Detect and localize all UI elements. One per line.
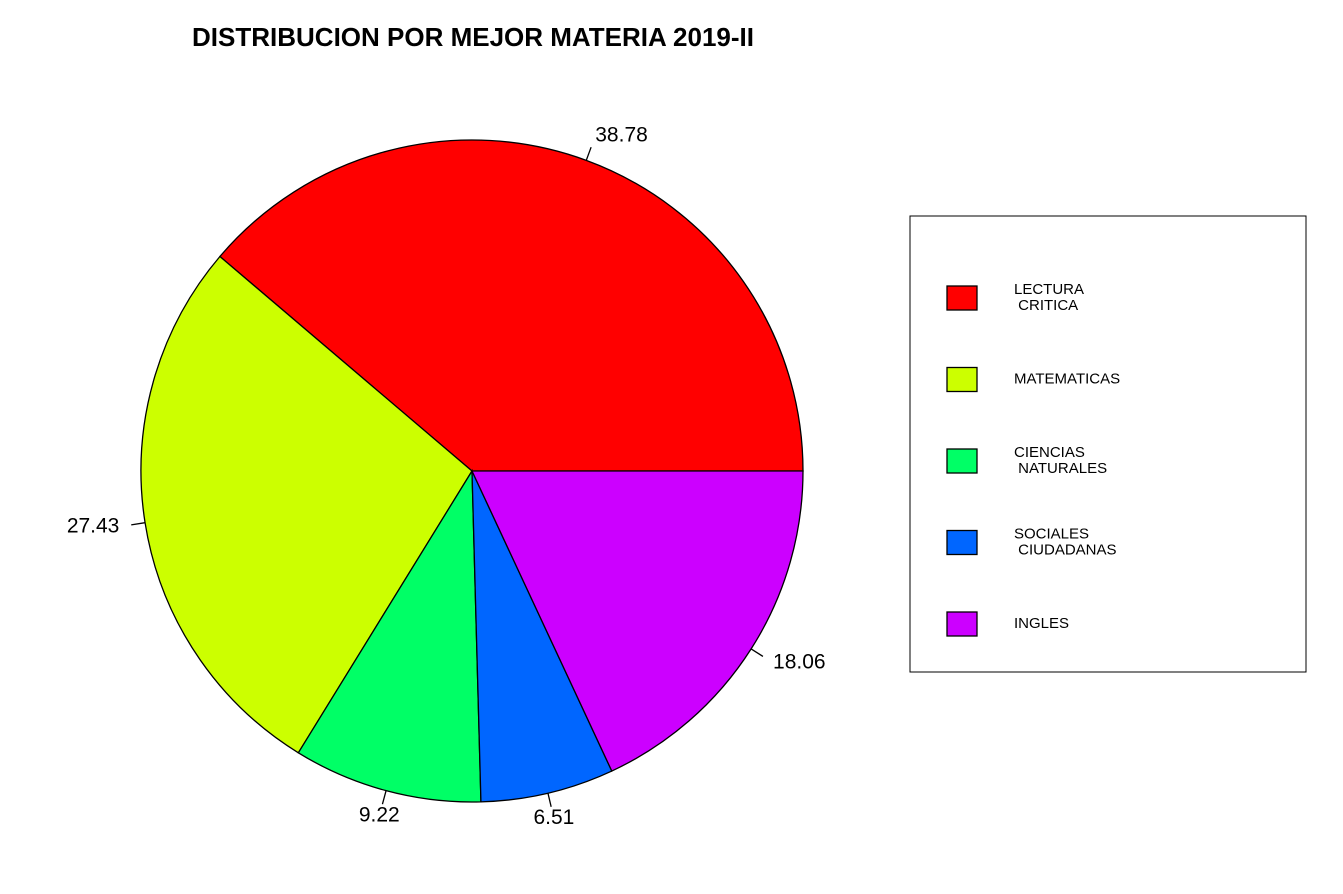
legend-key-2 [946,366,978,393]
legend-key-5 [946,611,978,637]
pie-label-2: 27.43 [67,514,120,537]
pie-label-tick-1 [585,146,592,161]
pie-label-1: 38.78 [595,123,648,146]
pie-label-4: 6.51 [533,806,574,829]
legend-key-3 [946,448,978,474]
legend-box [909,215,1307,673]
chart-title: DISTRIBUCION POR MEJOR MATERIA 2019-II [192,22,754,52]
legend: LECTURA CRITICA MATEMATICAS CIENCIAS NATUR… [909,215,1307,673]
legend-label-5: INGLES [1014,615,1069,632]
legend-label-4: SOCIALES CIUDADANAS [1014,525,1117,558]
legend-label-2: MATEMATICAS [1014,370,1120,387]
pie-slice-5 [470,470,804,772]
pie-label-3: 9.22 [359,803,400,826]
pie-slice-3 [297,468,482,803]
pie-label-tick-3 [381,790,387,805]
legend-key-1 [946,285,978,311]
pie-label-tick-5 [750,648,764,657]
legend-label-1: LECTURA CRITICA [1014,281,1084,314]
pie-slice-4 [471,470,613,803]
pie-label-tick-2 [131,522,146,526]
pie-slice-1 [218,139,804,472]
legend-label-3: CIENCIAS NATURALES [1014,444,1107,477]
pie-label-5: 18.06 [773,650,826,673]
legend-key-4 [946,529,978,556]
pie-labels: 38.78 27.43 9.22 6.51 18.06 [67,123,826,829]
pie-label-tick-4 [547,793,552,807]
pie-slices [140,139,804,803]
